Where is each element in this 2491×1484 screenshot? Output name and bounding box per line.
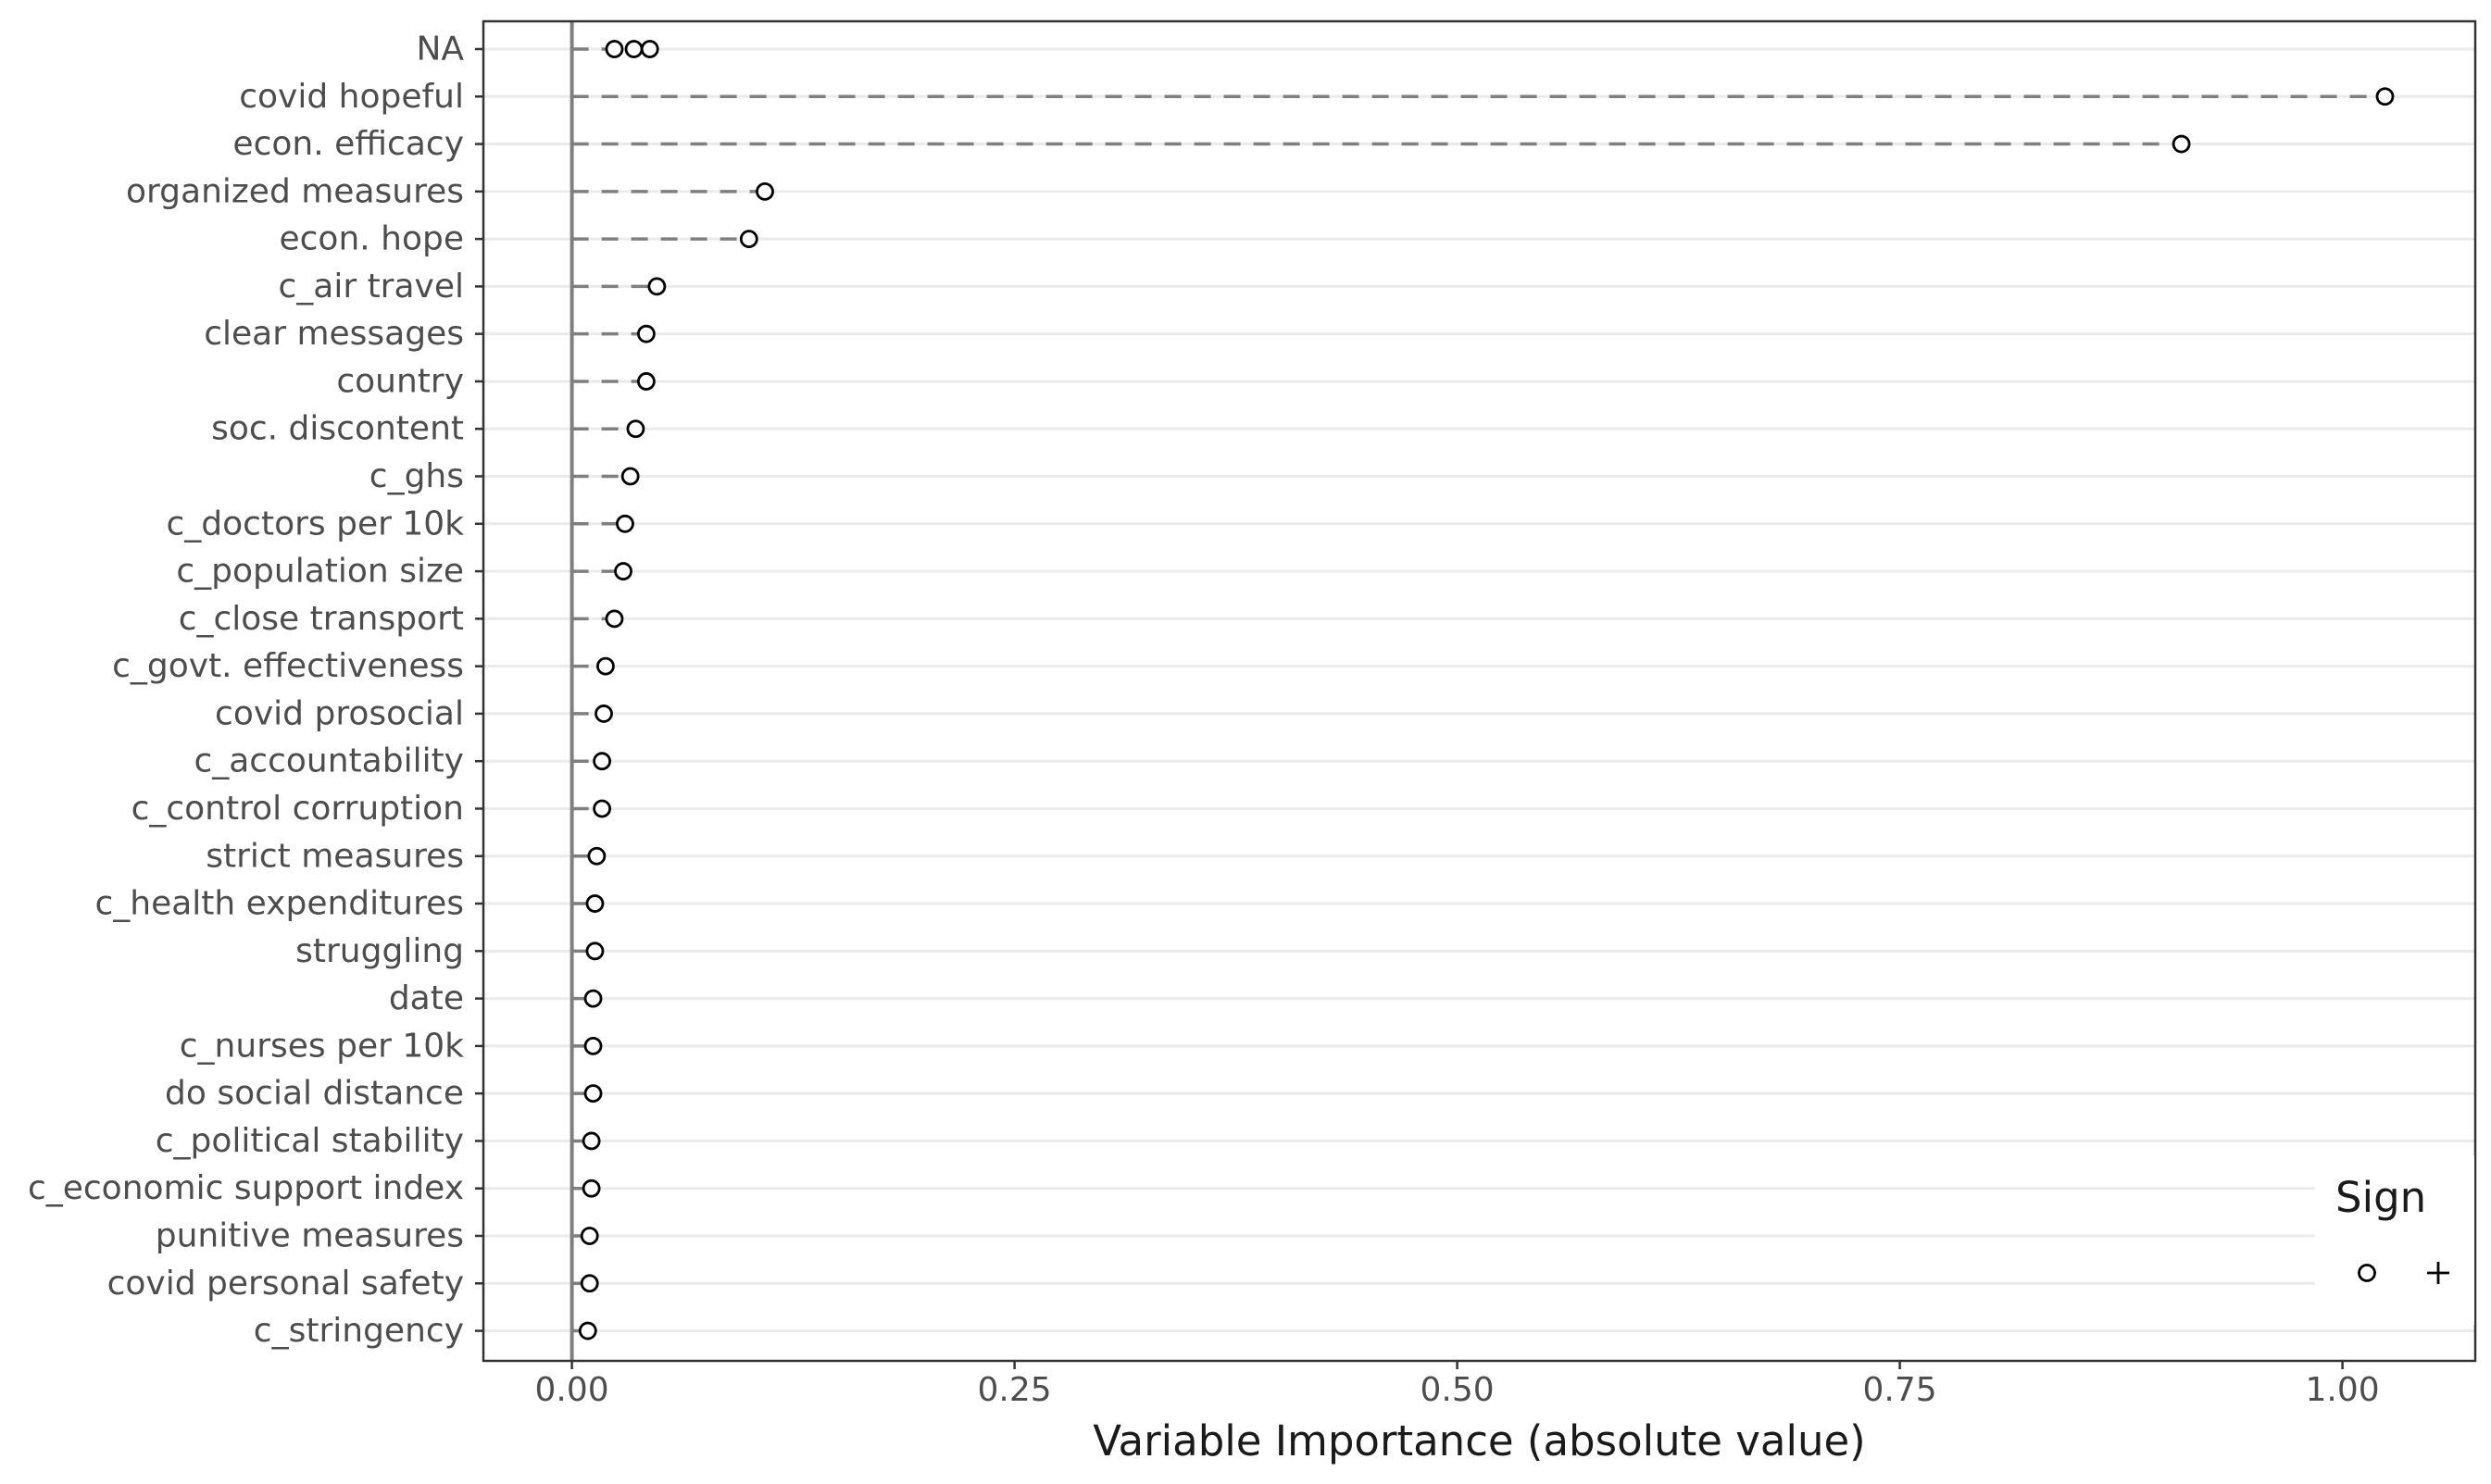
point-econ-efficacy [2172,134,2191,154]
y-tick-label-c-control-corruption: c_control corruption [131,790,464,828]
point-c-economic-support-index [582,1178,601,1198]
x-tick-label-4: 1.00 [2306,1371,2380,1409]
y-tick-label-covid-prosocial: covid prosocial [215,694,464,732]
point-c-ghs [620,467,640,486]
y-tick-label-country: country [336,362,464,400]
y-tick-label-date: date [389,979,464,1017]
y-tick-label-econ-efficacy: econ. efficacy [232,125,464,163]
point-na-2 [624,40,644,58]
legend-title: Sign [2335,1173,2426,1222]
point-do-social-distance [583,1084,603,1104]
y-tick-label-c-nurses-per-10k: c_nurses per 10k [180,1027,464,1065]
y-tick-label-c-air-travel: c_air travel [278,268,464,306]
point-c-govt-effectiveness [596,656,615,676]
x-axis-title: Variable Importance (absolute value) [1093,1416,1865,1465]
y-tick-label-na: NA [416,31,464,69]
y-tick-label-soc-discontent: soc. discontent [211,410,464,448]
point-struggling [585,942,605,961]
y-tick-label-covid-hopeful: covid hopeful [239,78,464,116]
gridlines [483,47,2475,1333]
point-c-close-transport [605,609,624,629]
point-na-3 [640,40,659,58]
point-econ-hope [739,230,758,249]
y-tick-label-c-accountability: c_accountability [194,742,464,780]
point-punitive-measures [580,1227,599,1245]
y-tick-label-covid-personal-safety: covid personal safety [107,1265,464,1303]
point-covid-prosocial [595,705,613,723]
point-c-control-corruption [593,799,612,818]
point-c-population-size [614,562,632,580]
y-axis: NA covid hopeful econ. efficacy organized m… [28,31,483,1350]
point-c-air-travel [647,277,667,296]
y-tick-label-c-stringency: c_stringency [254,1312,464,1350]
y-tick-label-organized-measures: organized measures [126,172,464,210]
y-tick-label-c-govt-effectiveness: c_govt. effectiveness [112,647,464,685]
point-covid-hopeful [2375,87,2395,106]
point-date [583,989,603,1008]
point-c-accountability [593,752,612,771]
point-c-nurses-per-10k [583,1036,603,1055]
point-strict-measures [587,846,607,866]
legend-plus-key [2427,1262,2449,1284]
x-tick-label-0: 0.00 [535,1371,609,1409]
legend-background [2315,1155,2474,1325]
point-organized-measures [756,181,774,201]
point-soc-discontent [626,419,645,439]
x-axis: 0.00 0.25 0.50 0.75 1.00 [535,1361,2380,1409]
point-covid-personal-safety [580,1274,599,1293]
x-tick-label-3: 0.75 [1863,1371,1937,1409]
y-tick-label-c-close-transport: c_close transport [179,600,464,638]
importance-segments [571,47,2385,1333]
y-tick-label-c-health-expenditures: c_health expenditures [94,885,464,923]
point-country [637,372,656,391]
legend: Sign [2315,1155,2474,1325]
point-c-health-expenditures [585,894,605,913]
y-tick-label-c-political-stability: c_political stability [156,1122,464,1160]
y-tick-label-strict-measures: strict measures [206,837,464,875]
x-tick-label-2: 0.50 [1421,1371,1495,1409]
y-tick-label-econ-hope: econ. hope [279,220,464,258]
importance-points [578,40,2395,1341]
x-tick-label-1: 0.25 [978,1371,1052,1409]
y-tick-label-c-doctors-per-10k: c_doctors per 10k [166,505,464,542]
y-tick-label-punitive-measures: punitive measures [156,1217,464,1255]
point-na-1 [605,40,624,58]
panel-border [482,19,2477,1363]
y-tick-label-struggling: struggling [295,932,464,970]
legend-circle-key [2358,1264,2376,1282]
point-clear-messages [637,324,656,343]
y-tick-label-clear-messages: clear messages [204,315,464,353]
y-tick-label-c-economic-support-index: c_economic support index [28,1169,464,1207]
point-c-stringency [578,1321,597,1341]
y-tick-label-c-population-size: c_population size [176,553,464,591]
point-c-doctors-per-10k [616,514,634,533]
point-c-political-stability [582,1131,601,1151]
y-tick-label-c-ghs: c_ghs [369,457,464,495]
y-tick-label-do-social-distance: do social distance [165,1075,464,1113]
